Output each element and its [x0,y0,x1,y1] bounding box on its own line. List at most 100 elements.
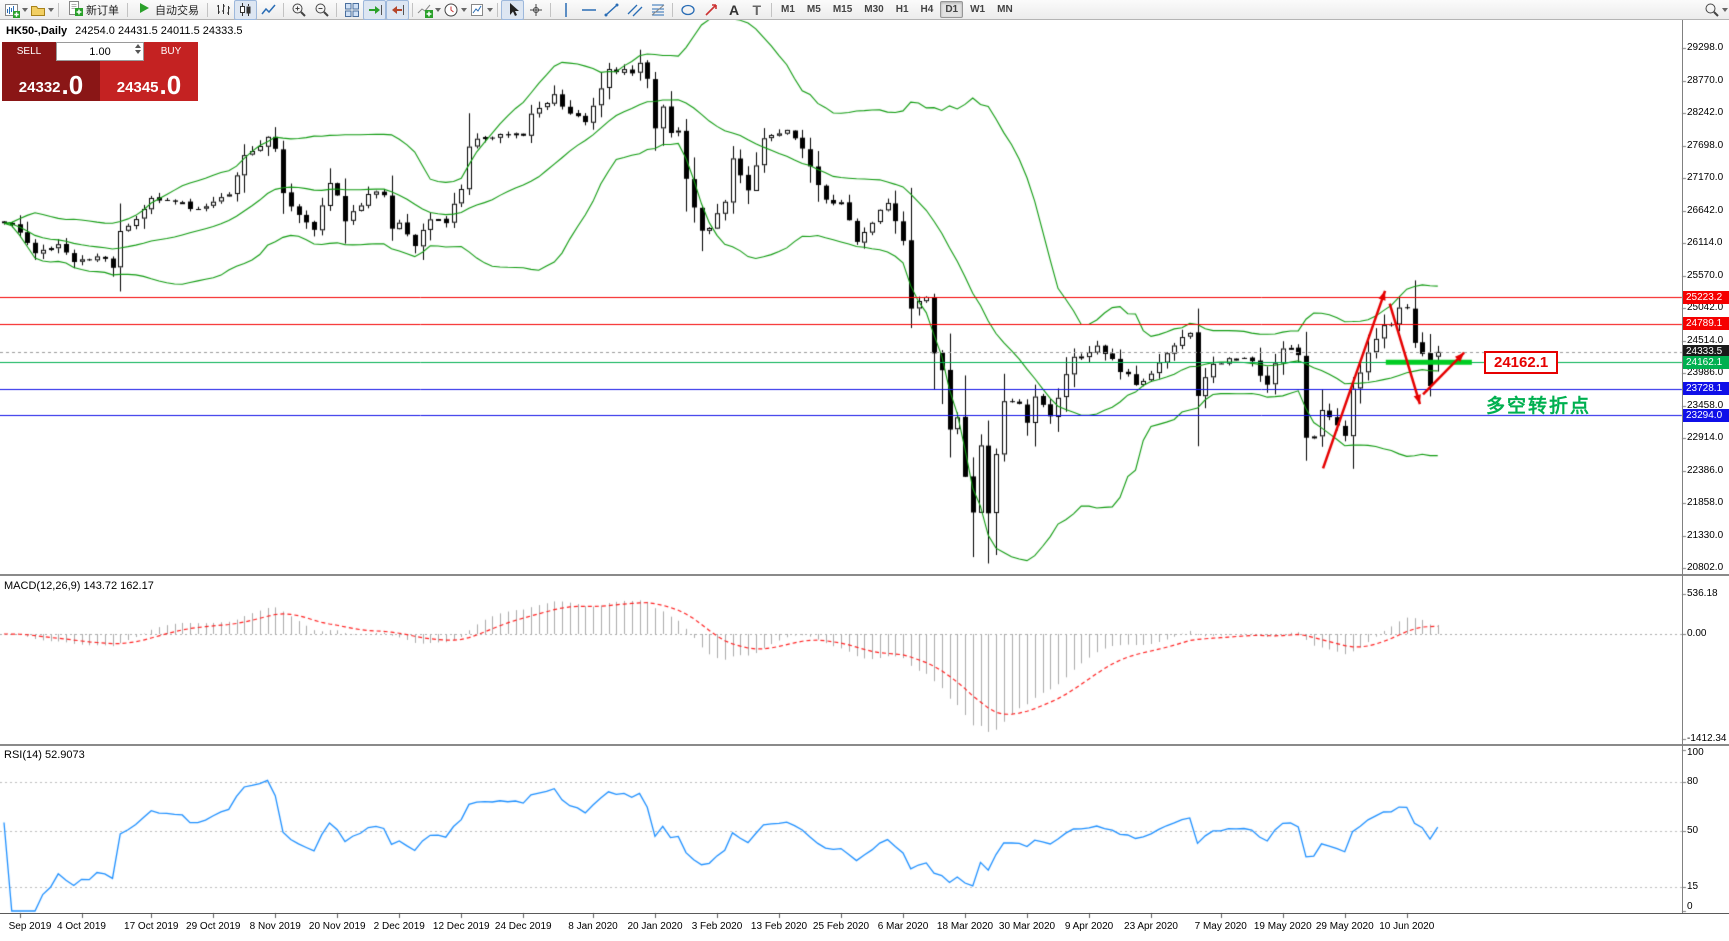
autotrade-icon [136,0,152,19]
timeframe-h1-button[interactable]: H1 [895,4,909,15]
buy-button[interactable]: BUY [144,42,198,61]
volume-spinner[interactable] [135,44,141,54]
search-icon[interactable] [1703,0,1729,20]
cursor-icon[interactable] [501,0,524,20]
horizontal-line-icon[interactable] [577,0,600,20]
time-axis-label: 8 Jan 2020 [568,921,618,932]
time-axis-label: 29 Oct 2019 [186,921,241,932]
support-price-tag[interactable]: 23294.0 [1683,408,1729,422]
zoom-out-icon[interactable] [310,0,333,20]
time-axis-label: 30 Mar 2020 [998,921,1056,932]
panel-splitter[interactable] [0,744,1729,746]
dropdown-caret [435,7,441,12]
shapes-icon[interactable] [676,0,699,20]
trade-panel-top-row: SELL 1.00 BUY [2,42,198,61]
fibonacci-icon[interactable] [646,0,669,20]
time-axis-label: 12 Dec 2019 [432,921,490,932]
buy-price-main: 24345 [116,79,159,96]
time-axis-label: 13 Feb 2020 [750,921,808,932]
indicators-icon[interactable] [416,0,442,20]
toolbar-separator [497,2,498,17]
timeframe-h4-button[interactable]: H4 [920,4,934,15]
vertical-line-icon[interactable] [554,0,577,20]
price-axis-label: 23986.0 [1687,367,1724,378]
toolbar-button-label: 自动交易 [155,4,199,17]
toolbar-separator [283,2,284,17]
timeframe-mn-button[interactable]: MN [997,4,1013,15]
dropdown-caret [22,7,28,12]
trendline-icon[interactable] [600,0,623,20]
text-label-icon[interactable]: T [745,0,768,20]
time-axis-label: 10 Jun 2020 [1379,921,1435,932]
time-axis-label: 6 Mar 2020 [877,921,929,932]
timeframe-m30-button[interactable]: M30 [864,4,884,15]
rsi-indicator-label: RSI(14) 52.9073 [4,749,85,761]
timeframe-m5-button[interactable]: M5 [806,4,821,15]
time-axis-border [0,913,1729,914]
price-axis-label: 22386.0 [1687,464,1724,476]
periods-icon[interactable] [442,0,468,20]
spinner-up-icon[interactable] [135,44,141,48]
channel-icon[interactable] [623,0,646,20]
spinner-down-icon[interactable] [135,50,141,54]
time-axis-label: 25 Feb 2020 [812,921,870,932]
support-price-callout[interactable]: 24162.1 [1484,351,1559,374]
tile-windows-icon[interactable] [340,0,363,20]
buy-price-frac: .0 [159,70,182,100]
sell-price[interactable]: 24332.0 [2,61,100,101]
text-icon[interactable]: A [722,0,745,20]
time-axis-label: 4 Oct 2019 [57,921,106,932]
auto-scroll-icon[interactable] [363,0,386,20]
sell-price-main: 24332 [18,79,61,96]
time-axis-label: 23 Apr 2020 [1124,921,1178,932]
sell-button[interactable]: SELL [2,42,56,61]
one-click-trading-panel: SELL 1.00 BUY 24332.0 24345.0 [2,42,198,101]
zoom-in-icon[interactable] [287,0,310,20]
rsi-axis-label: 15 [1687,880,1699,892]
dropdown-caret [461,7,467,12]
macd-indicator-label: MACD(12,26,9) 143.72 162.17 [4,580,154,592]
time-axis-label: 18 Mar 2020 [936,921,994,932]
timeframe-d1-button[interactable]: D1 [940,1,964,18]
profiles-icon[interactable] [29,0,55,20]
timeframe-m15-button[interactable]: M15 [832,4,853,15]
timeframe-w1-button[interactable]: W1 [970,4,986,15]
price-axis-label: 24514.0 [1687,334,1724,346]
templates-icon[interactable] [468,0,494,20]
timeframe-m1-button[interactable]: M1 [781,4,795,15]
pivot-point-note[interactable]: 多空转折点 [1486,396,1592,417]
volume-field[interactable]: 1.00 [56,42,144,61]
volume-value[interactable]: 1.00 [89,45,111,58]
support-price-tag[interactable]: 24162.1 [1683,355,1729,369]
candlestick-chart-icon[interactable] [234,0,257,20]
time-axis-label: 2 Dec 2019 [373,921,425,932]
new-order-button[interactable]: 新订单 [62,1,124,19]
resistance-price-tag[interactable]: 24789.1 [1683,317,1729,331]
price-axis-label: 27698.0 [1687,139,1724,151]
time-axis[interactable]: Sep 2019 4 Oct 2019 17 Oct 2019 29 Oct 2019… [0,914,1682,941]
buy-price[interactable]: 24345.0 [100,61,198,101]
line-chart-icon[interactable] [257,0,280,20]
toolbar-separator [550,2,551,17]
current-price-tag[interactable]: 24333.5 [1683,345,1729,359]
time-axis-label: 17 Oct 2019 [124,921,179,932]
toolbar-separator [412,2,413,17]
resistance-price-tag[interactable]: 25223.2 [1683,290,1729,304]
chart-ohlc-title: HK50-,Daily 24254.0 24431.5 24011.5 24333… [6,25,243,37]
chart-shift-icon[interactable] [386,0,409,20]
arrows-icon[interactable] [699,0,722,20]
toolbar-separator [58,2,59,17]
autotrade-button[interactable]: 自动交易 [131,1,204,19]
rsi-axis-label: 0 [1687,901,1693,912]
price-axis-label: 29298.0 [1687,42,1724,53]
crosshair-icon[interactable] [524,0,547,20]
bar-chart-icon[interactable] [211,0,234,20]
macd-axis-label: 0.00 [1687,628,1707,639]
price-axis[interactable]: 29298.0 28770.0 28242.0 27698.0 27170.0 26642… [1683,0,1729,941]
support-price-tag[interactable]: 23728.1 [1683,382,1729,396]
panel-splitter[interactable] [0,574,1729,576]
time-axis-label: 20 Jan 2020 [627,921,683,932]
new-chart-icon[interactable] [3,0,29,20]
time-axis-label: 9 Apr 2020 [1064,921,1114,932]
